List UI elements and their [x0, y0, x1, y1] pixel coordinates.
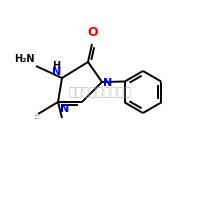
Text: N: N: [60, 104, 69, 114]
Text: methyl: methyl: [35, 115, 39, 116]
Text: N: N: [103, 78, 112, 88]
Text: N: N: [52, 67, 61, 77]
Text: H: H: [52, 61, 60, 71]
Text: H₂N: H₂N: [14, 54, 35, 64]
Text: O: O: [88, 26, 98, 39]
Text: 市南港恒顺贸易有限: 市南港恒顺贸易有限: [68, 86, 132, 98]
Text: methyl: methyl: [35, 118, 40, 119]
